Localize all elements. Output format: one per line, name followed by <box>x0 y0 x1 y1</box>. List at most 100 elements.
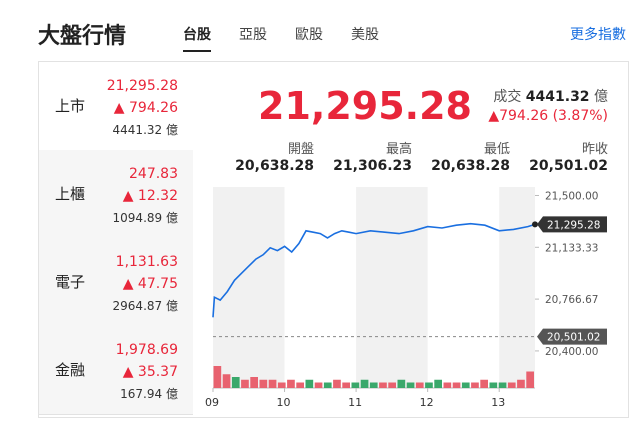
value: 12.32 <box>137 188 178 204</box>
panel <box>38 61 629 418</box>
unit: 億 <box>165 211 178 225</box>
volume-bar <box>351 382 360 388</box>
market-row[interactable]: 上市 21,295.28 ▲ 794.26 4441.32 億 <box>39 62 193 151</box>
price: 1,131.63 <box>115 254 178 270</box>
volume-bar <box>268 379 277 388</box>
y-tick-label: 21,500.00 <box>545 190 598 202</box>
value: 794.26 <box>129 100 178 116</box>
x-tick-label: 10 <box>277 396 291 409</box>
value: 1094.89 <box>112 211 163 225</box>
tab[interactable]: 歐股 <box>295 27 323 43</box>
last-label: 21,295.28 <box>547 219 600 231</box>
volume-bar <box>314 382 323 388</box>
change: ▲ 794.26 <box>113 100 178 116</box>
volume-bar <box>461 382 470 388</box>
market-row[interactable]: 上櫃 247.83 ▲ 12.32 1094.89 億 <box>39 150 193 239</box>
value: 47.75 <box>137 276 178 292</box>
volume-bar <box>333 379 341 388</box>
volume-bar <box>498 382 507 388</box>
prev-close-badge <box>537 328 607 345</box>
unit: 億 <box>165 299 178 313</box>
market-name: 上櫃 <box>55 185 86 203</box>
volume-bar <box>259 379 268 388</box>
volume-bar <box>489 382 498 388</box>
unit: 億 <box>594 89 608 105</box>
volume-bar <box>517 379 525 388</box>
hour-band <box>213 187 285 388</box>
tab[interactable]: 亞股 <box>239 27 267 43</box>
value: 794.26 <box>499 108 549 124</box>
title: 大盤行情 <box>38 24 127 49</box>
price-line <box>212 222 536 318</box>
tab[interactable]: 美股 <box>351 27 379 43</box>
volume-bar <box>425 382 433 388</box>
unit: 億 <box>165 387 178 401</box>
stat-label: 昨收 <box>581 142 608 157</box>
volume-bar <box>397 379 406 388</box>
stat-value: 20,638.28 <box>235 158 314 174</box>
y-tick-label: 20,766.67 <box>545 294 598 306</box>
last-dot <box>532 221 538 228</box>
volume-bar <box>360 379 369 388</box>
y-tick-label: 20,400.00 <box>545 346 598 358</box>
volume: 2964.87 億 <box>113 297 178 314</box>
big-price: 21,295.28 <box>258 84 472 128</box>
stat-value: 20,501.02 <box>529 158 608 174</box>
volume-bar <box>406 382 415 388</box>
stat-label: 最低 <box>483 142 510 157</box>
volume-bar <box>287 379 295 388</box>
change: ▲794.26 (3.87%) <box>488 108 608 124</box>
volume-bar <box>507 382 516 388</box>
value: 4441.32 <box>525 89 590 105</box>
turnover: 成交 4441.32 億 <box>493 86 608 106</box>
volume-bar <box>231 377 240 388</box>
more-link[interactable]: 更多指數 <box>570 27 626 43</box>
volume-bar <box>296 382 304 388</box>
pct: (3.87%) <box>552 108 608 124</box>
volume-bar <box>526 371 534 388</box>
volume-bar <box>369 382 378 388</box>
volume-bar <box>434 379 442 388</box>
stat-value: 21,306.23 <box>333 158 412 174</box>
volume-bar <box>241 379 249 388</box>
x-tick-label: 12 <box>420 396 434 409</box>
volume-bar <box>323 382 332 388</box>
volume: 1094.89 億 <box>113 209 178 226</box>
market-row[interactable]: 電子 1,131.63 ▲ 47.75 2964.87 億 <box>39 238 193 327</box>
market-name: 上市 <box>55 97 86 115</box>
volume-bar <box>277 382 286 388</box>
volume: 4441.32 億 <box>113 121 178 138</box>
market-name: 金融 <box>55 361 86 379</box>
volume-bar <box>213 366 222 388</box>
hour-band <box>499 187 535 388</box>
volume-bar <box>415 382 424 388</box>
value: 4441.32 <box>112 123 163 137</box>
volume-bar <box>250 377 258 388</box>
change: ▲ 35.37 <box>122 364 178 380</box>
value: 2964.87 <box>112 299 163 313</box>
stat-value: 20,638.28 <box>431 158 510 174</box>
x-tick-label: 13 <box>491 396 505 409</box>
market-name: 電子 <box>55 273 86 291</box>
price: 247.83 <box>129 166 178 182</box>
price: 21,295.28 <box>106 78 178 94</box>
prev-close-label: 20,501.02 <box>547 332 600 344</box>
volume-bar <box>222 374 231 388</box>
hour-band <box>356 187 428 388</box>
x-tick-label: 11 <box>348 396 362 409</box>
y-tick-label: 21,133.33 <box>545 242 598 254</box>
x-tick-label: 09 <box>205 396 219 409</box>
volume-bar <box>388 382 396 388</box>
unit: 億 <box>165 123 178 137</box>
volume-bar <box>452 382 461 388</box>
volume-bar <box>379 382 387 388</box>
volume-bar <box>471 382 479 388</box>
change: ▲ 12.32 <box>122 188 178 204</box>
change: ▲ 47.75 <box>122 276 178 292</box>
tab[interactable]: 台股 <box>183 24 211 52</box>
value: 167.94 <box>120 387 163 401</box>
volume-bar <box>480 379 488 388</box>
price: 1,978.69 <box>115 342 178 358</box>
market-row[interactable]: 金融 1,978.69 ▲ 35.37 167.94 億 <box>39 326 193 415</box>
